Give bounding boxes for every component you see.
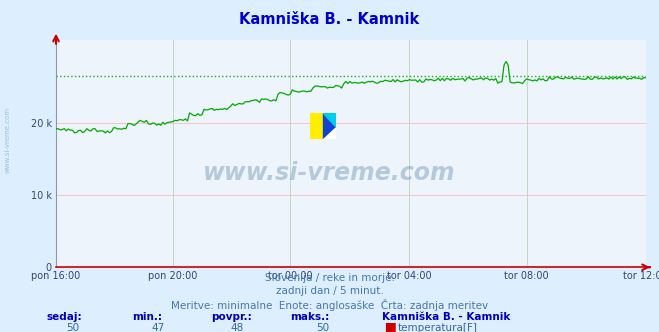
Text: www.si-vreme.com: www.si-vreme.com <box>203 161 456 185</box>
Text: Meritve: minimalne  Enote: anglosaške  Črta: zadnja meritev: Meritve: minimalne Enote: anglosaške Črt… <box>171 299 488 311</box>
Text: 50: 50 <box>66 323 79 332</box>
Text: Kamniška B. - Kamnik: Kamniška B. - Kamnik <box>239 12 420 27</box>
Text: █: █ <box>386 323 395 332</box>
Polygon shape <box>323 113 336 127</box>
Polygon shape <box>323 127 336 139</box>
Text: zadnji dan / 5 minut.: zadnji dan / 5 minut. <box>275 286 384 296</box>
Text: 47: 47 <box>152 323 165 332</box>
Bar <box>310 113 323 139</box>
Text: Kamniška B. - Kamnik: Kamniška B. - Kamnik <box>382 312 511 322</box>
Text: www.si-vreme.com: www.si-vreme.com <box>5 106 11 173</box>
Text: sedaj:: sedaj: <box>46 312 82 322</box>
Text: 48: 48 <box>231 323 244 332</box>
Text: temperatura[F]: temperatura[F] <box>397 323 477 332</box>
Bar <box>323 113 336 139</box>
Text: min.:: min.: <box>132 312 162 322</box>
Text: maks.:: maks.: <box>290 312 330 322</box>
Text: povpr.:: povpr.: <box>211 312 252 322</box>
Text: Slovenija / reke in morje.: Slovenija / reke in morje. <box>264 273 395 283</box>
Text: 50: 50 <box>316 323 330 332</box>
